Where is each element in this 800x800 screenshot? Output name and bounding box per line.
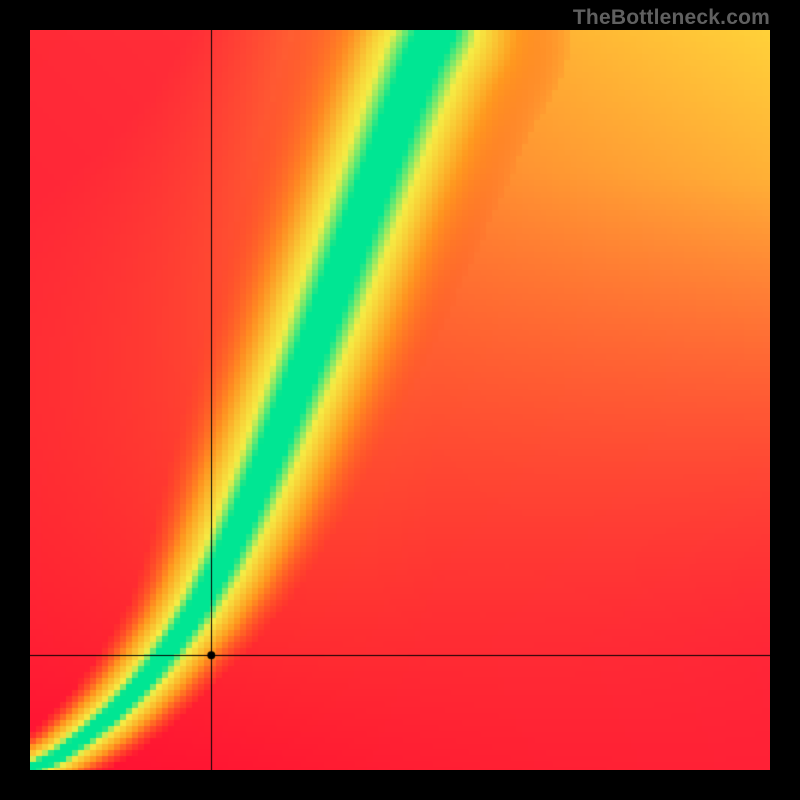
watermark-label: TheBottleneck.com xyxy=(573,6,770,30)
bottleneck-heatmap xyxy=(30,30,770,770)
